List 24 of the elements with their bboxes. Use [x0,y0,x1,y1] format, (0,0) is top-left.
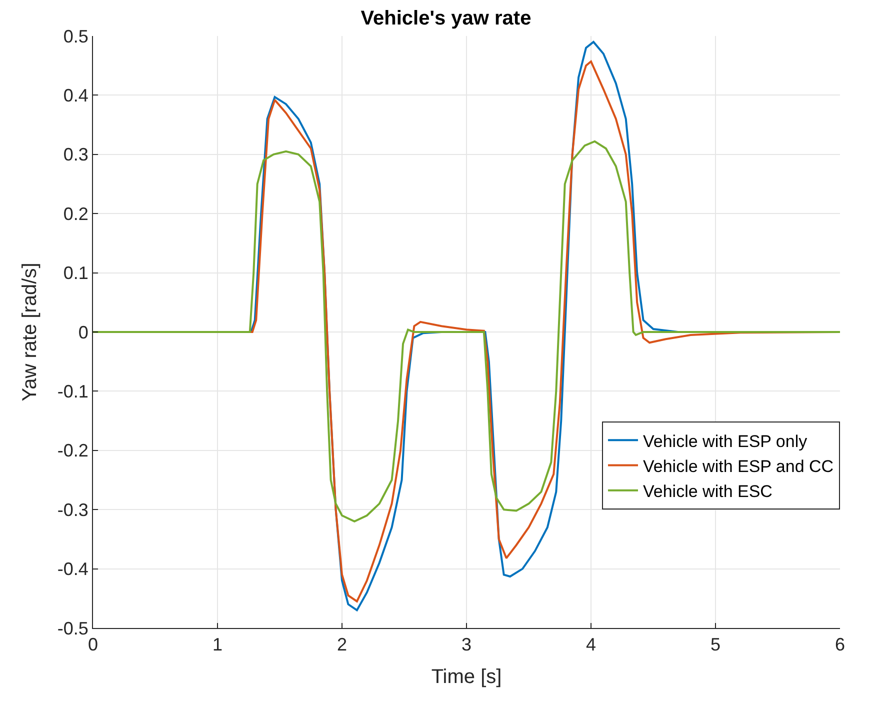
line-series [93,140,840,522]
x-tick-label: 1 [212,634,223,655]
y-axis-title: Yaw rate [rad/s] [18,262,41,402]
y-tick-label: 0.2 [63,204,88,224]
x-tick-label: 3 [461,634,472,655]
x-tick-label: 2 [336,634,348,655]
x-tick-label: 6 [834,634,846,655]
y-tick-label: 0.1 [63,263,88,284]
y-tick-label: -0.5 [57,618,88,638]
y-tick-label: -0.3 [57,500,88,520]
y-tick-label: -0.4 [57,559,88,580]
y-tick-label: 0.3 [63,144,88,165]
x-axis-title: Time [s] [431,666,502,688]
legend-label: Vehicle with ESP only [643,432,808,451]
x-tick-label: 4 [586,634,596,655]
x-tick-label: 5 [710,634,721,655]
legend-label: Vehicle with ESP and CC [643,456,834,476]
y-tick-label: 0 [78,322,88,342]
y-tick-label: -0.1 [57,382,88,402]
y-tick-label: 0.5 [63,26,88,46]
chart-title: Vehicle's yaw rate [360,8,532,30]
y-tick-label: 0.4 [63,86,88,106]
y-tick-label: -0.2 [57,440,88,461]
legend-label: Vehicle with ESC [643,482,772,501]
